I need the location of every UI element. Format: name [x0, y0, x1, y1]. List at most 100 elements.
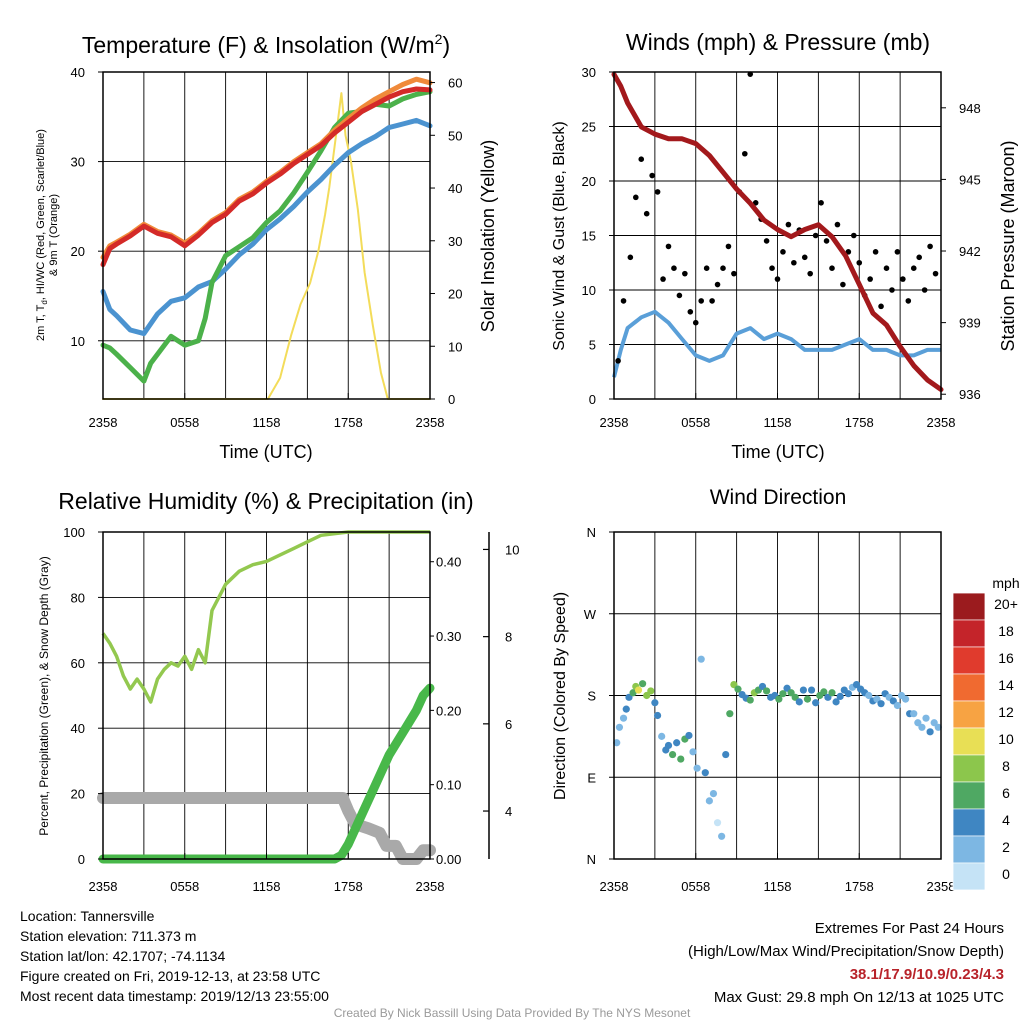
- direction-point: [705, 797, 713, 805]
- direction-point: [615, 723, 624, 731]
- winds-y-tick-label: 25: [582, 120, 596, 135]
- winds-x-tick-label: 2358: [927, 415, 956, 430]
- gust-point: [615, 358, 621, 364]
- created-text: Figure created on Fri, 2019-12-13, at 23…: [20, 968, 321, 984]
- pressure-y-tick-label: 939: [959, 316, 981, 331]
- direction-point: [613, 739, 621, 747]
- direction-point: [865, 691, 873, 700]
- temperature-panel-title: Temperature (F) & Insolation (W/m2): [82, 31, 450, 58]
- colorbar-swatch: [952, 835, 986, 864]
- direction-point: [901, 695, 910, 703]
- colorbar-swatch: [952, 754, 986, 783]
- direction-point: [629, 689, 637, 697]
- gust-point: [932, 270, 939, 277]
- insolation-y-tick-label: 0: [448, 392, 455, 407]
- direction-point: [677, 755, 685, 763]
- temperature-y-axis-label-line2: & 9m T (Orange): [48, 194, 60, 276]
- insolation-y-tick-label: 50: [448, 128, 462, 143]
- direction-point: [722, 750, 730, 759]
- gust-point: [840, 281, 846, 288]
- colorbar-swatch: [952, 592, 986, 621]
- colorbar-label: 14: [998, 677, 1014, 693]
- temperature-x-tick-label: 2358: [89, 415, 118, 430]
- gust-point: [687, 309, 694, 315]
- gust-point: [725, 243, 732, 250]
- humidity-x-tick-label: 1158: [253, 879, 281, 894]
- direction-point: [832, 698, 840, 706]
- title-superscript: 2: [435, 31, 443, 47]
- winds-y-tick-label: 15: [582, 229, 596, 244]
- temperature-x-tick-label: 2358: [416, 415, 445, 430]
- direction-point: [844, 690, 852, 698]
- credit-text: Created By Nick Bassill Using Data Provi…: [333, 1006, 691, 1020]
- direction-point: [664, 741, 673, 750]
- pressure-line: [611, 71, 944, 392]
- direction-y-tick-label: W: [584, 607, 597, 622]
- direction-point: [709, 790, 718, 798]
- gust-point: [916, 254, 922, 261]
- snow-y-tick-label: 10: [505, 542, 519, 557]
- direction-point: [893, 701, 902, 710]
- precip-y-tick-label: 0.30: [436, 629, 461, 644]
- insolation-y-tick-label: 10: [448, 339, 462, 354]
- colorbar-label: 2: [1002, 839, 1010, 855]
- direction-point: [799, 686, 807, 694]
- direction-point: [918, 723, 926, 731]
- gust-point: [633, 194, 639, 201]
- winds-y-tick-label: 10: [582, 283, 596, 298]
- gust-point: [769, 265, 775, 272]
- colorbar-swatch: [952, 619, 986, 648]
- station-info: Location: Tannersville Station elevation…: [20, 906, 329, 1006]
- direction-point: [673, 739, 681, 747]
- gust-point: [731, 270, 737, 277]
- direction-point: [634, 686, 643, 694]
- colorbar-swatch: [952, 646, 986, 675]
- gust-point: [801, 254, 808, 261]
- gust-point: [807, 270, 813, 277]
- direction-point: [654, 711, 662, 720]
- pressure-y-tick-label: 942: [959, 244, 981, 259]
- temperature-2m-line: [100, 86, 433, 268]
- winds-grid: [614, 72, 941, 399]
- direction-point: [922, 714, 930, 722]
- gust-point: [812, 232, 819, 239]
- temperature-ticks: 2358 0558 1158 1758 2358 10 20 30 40 0 10 20 30 40 50 6…: [71, 65, 463, 430]
- direction-y-tick-label: N: [587, 852, 596, 867]
- pressure-y-axis-label: Station Pressure (Maroon): [998, 140, 1018, 351]
- humidity-y-tick-label: 20: [71, 787, 85, 802]
- colorbar-label: 10: [998, 731, 1014, 747]
- gust-point: [818, 200, 824, 206]
- direction-point: [701, 769, 709, 777]
- gust-point: [709, 298, 715, 304]
- gust-point: [856, 259, 863, 266]
- gust-point: [872, 249, 879, 255]
- gust-point: [660, 276, 666, 282]
- direction-point: [639, 680, 647, 688]
- insolation-y-axis-label: Solar Insolation (Yellow): [478, 140, 498, 332]
- precipitation-line: [98, 683, 435, 864]
- max-gust-text: Max Gust: 29.8 mph On 12/13 at 1025 UTC: [713, 989, 1004, 1006]
- pressure-y-tick-label: 936: [959, 387, 981, 402]
- gust-point: [774, 276, 781, 282]
- direction-point: [726, 710, 734, 718]
- snow-y-tick-label: 8: [505, 630, 512, 645]
- direction-point: [926, 728, 934, 736]
- precip-y-tick-label: 0.40: [436, 555, 461, 570]
- wind-direction-ticks: 2358 0558 1158 1758 2358 N E S W N: [584, 525, 956, 894]
- direction-point: [693, 764, 701, 772]
- sonic-wind-line: [612, 309, 941, 378]
- humidity-x-tick-label: 2358: [89, 879, 118, 894]
- direction-point: [647, 687, 655, 695]
- colorbar-label: 6: [1002, 785, 1010, 801]
- direction-point: [807, 686, 816, 694]
- gust-point: [845, 249, 852, 255]
- colorbar-swatch: [952, 862, 986, 891]
- winds-y-tick-label: 20: [582, 174, 596, 189]
- winds-x-tick-label: 1158: [764, 415, 792, 430]
- insolation-y-tick-label: 30: [448, 234, 462, 249]
- humidity-panel: Relative Humidity (%) & Precipitation (i…: [37, 488, 519, 894]
- gust-point: [785, 221, 792, 228]
- direction-point: [828, 689, 836, 697]
- y-label-rest: , HI/WC (Red, Green, Scarlet/Blue): [35, 129, 47, 300]
